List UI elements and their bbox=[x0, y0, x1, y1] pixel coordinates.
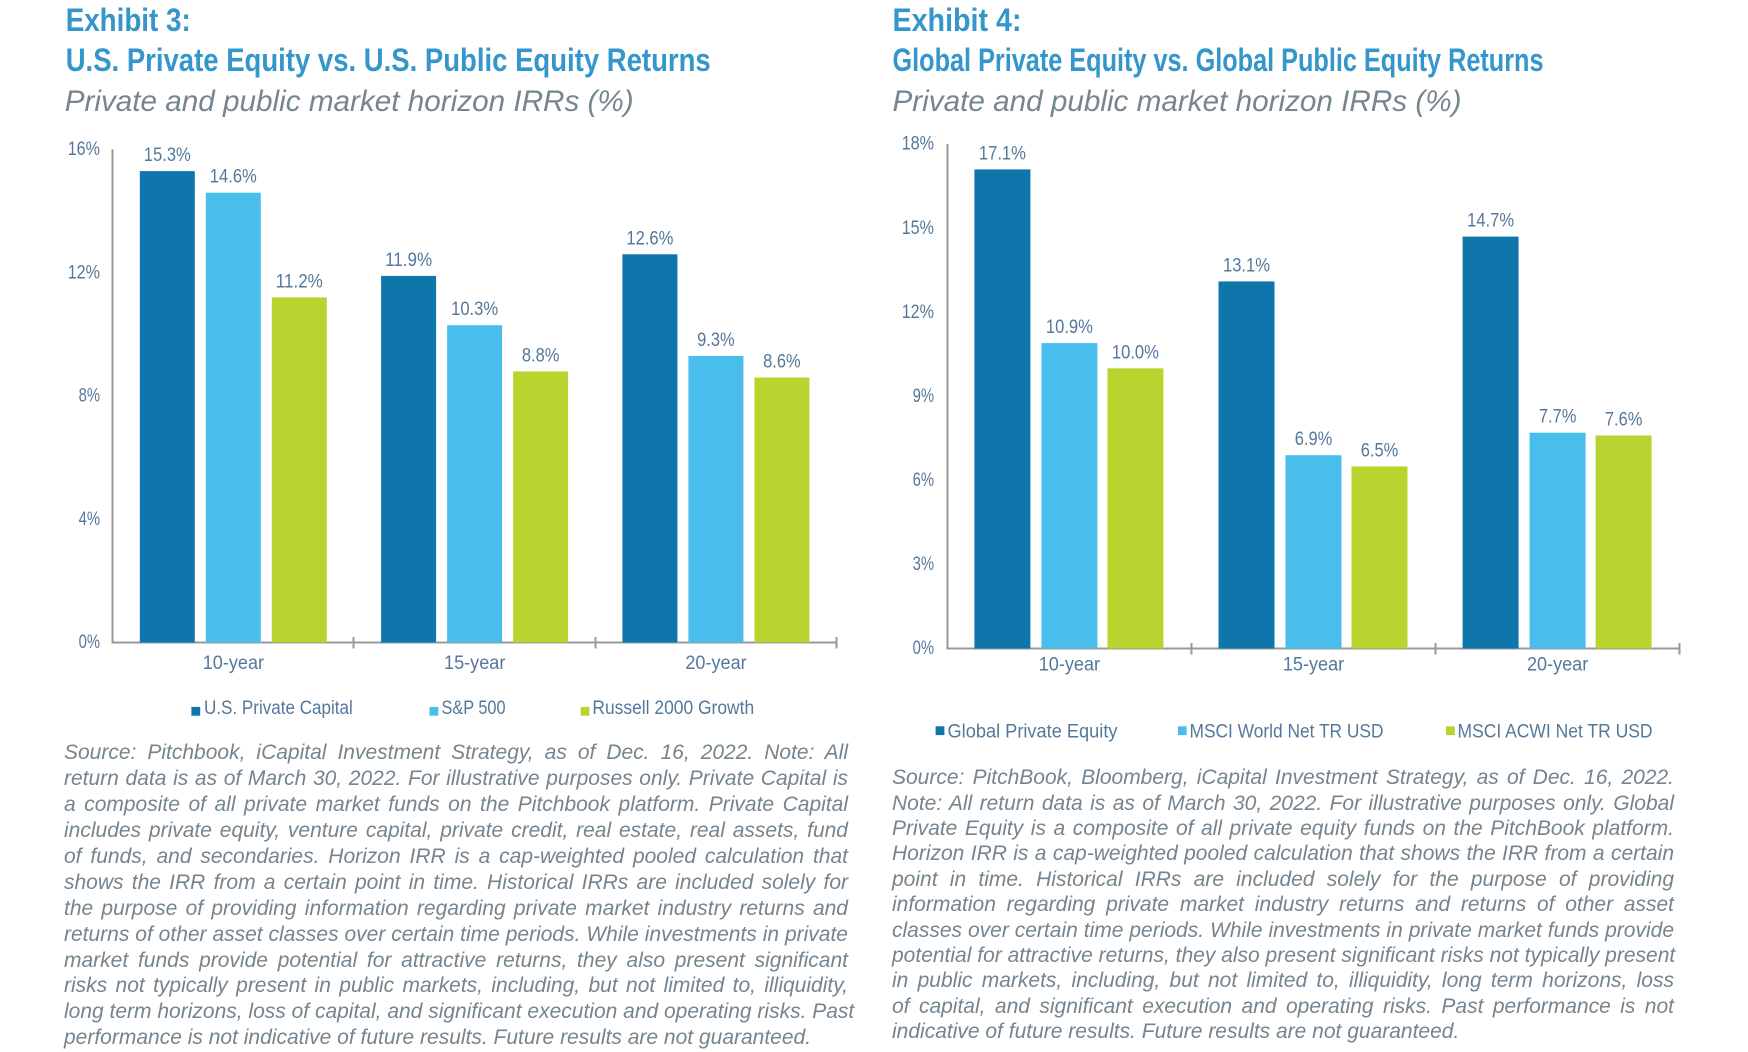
svg-text:14.6%: 14.6% bbox=[210, 167, 257, 188]
svg-text:S&P 500: S&P 500 bbox=[442, 698, 506, 719]
svg-text:MSCI World Net TR USD: MSCI World Net TR USD bbox=[1190, 722, 1384, 743]
svg-text:7.6%: 7.6% bbox=[1605, 410, 1643, 431]
svg-text:16%: 16% bbox=[68, 139, 100, 160]
svg-text:Private and public market hori: Private and public market horizon IRRs (… bbox=[893, 85, 1462, 118]
svg-text:15-year: 15-year bbox=[444, 653, 506, 674]
svg-text:Exhibit 4:: Exhibit 4: bbox=[893, 2, 1022, 38]
svg-text:8.6%: 8.6% bbox=[763, 352, 801, 373]
svg-text:Russell 2000 Growth: Russell 2000 Growth bbox=[592, 698, 754, 719]
svg-text:12%: 12% bbox=[68, 262, 100, 283]
svg-text:13.1%: 13.1% bbox=[1223, 255, 1270, 276]
svg-text:12%: 12% bbox=[902, 302, 934, 323]
svg-text:15.3%: 15.3% bbox=[144, 145, 191, 166]
svg-text:7.7%: 7.7% bbox=[1539, 407, 1577, 428]
svg-text:6.5%: 6.5% bbox=[1361, 440, 1399, 461]
svg-text:12.6%: 12.6% bbox=[626, 228, 673, 249]
svg-text:10.9%: 10.9% bbox=[1046, 317, 1093, 338]
svg-text:8.8%: 8.8% bbox=[522, 345, 560, 366]
svg-text:8%: 8% bbox=[79, 386, 100, 407]
svg-text:14.7%: 14.7% bbox=[1467, 211, 1514, 232]
svg-text:15-year: 15-year bbox=[1283, 654, 1345, 675]
svg-text:17.1%: 17.1% bbox=[979, 143, 1026, 164]
svg-text:11.2%: 11.2% bbox=[276, 271, 323, 292]
svg-text:18%: 18% bbox=[902, 134, 934, 155]
svg-text:6.9%: 6.9% bbox=[1295, 429, 1333, 450]
svg-text:6%: 6% bbox=[913, 470, 934, 491]
svg-text:9%: 9% bbox=[913, 386, 934, 407]
svg-text:3%: 3% bbox=[913, 554, 934, 575]
svg-text:11.9%: 11.9% bbox=[385, 250, 432, 271]
svg-text:Global Private Equity vs. Glob: Global Private Equity vs. Global Public … bbox=[893, 42, 1544, 78]
svg-text:U.S. Private Capital: U.S. Private Capital bbox=[204, 698, 353, 719]
svg-text:Private and public market hori: Private and public market horizon IRRs (… bbox=[65, 85, 634, 118]
svg-text:10-year: 10-year bbox=[203, 653, 265, 674]
svg-text:U.S. Private Equity vs. U.S. P: U.S. Private Equity vs. U.S. Public Equi… bbox=[66, 42, 711, 78]
svg-text:10.0%: 10.0% bbox=[1112, 342, 1159, 363]
svg-text:0%: 0% bbox=[79, 632, 100, 653]
svg-text:20-year: 20-year bbox=[1527, 654, 1589, 675]
svg-text:MSCI ACWI Net TR USD: MSCI ACWI Net TR USD bbox=[1458, 722, 1653, 743]
svg-text:0%: 0% bbox=[913, 638, 934, 659]
svg-text:Global Private Equity: Global Private Equity bbox=[948, 722, 1118, 743]
svg-text:9.3%: 9.3% bbox=[697, 330, 735, 351]
svg-text:20-year: 20-year bbox=[685, 653, 747, 674]
svg-text:10.3%: 10.3% bbox=[451, 299, 498, 320]
svg-text:Exhibit 3:: Exhibit 3: bbox=[66, 2, 191, 38]
svg-text:15%: 15% bbox=[902, 218, 934, 239]
svg-text:4%: 4% bbox=[79, 509, 100, 530]
svg-text:10-year: 10-year bbox=[1039, 654, 1101, 675]
